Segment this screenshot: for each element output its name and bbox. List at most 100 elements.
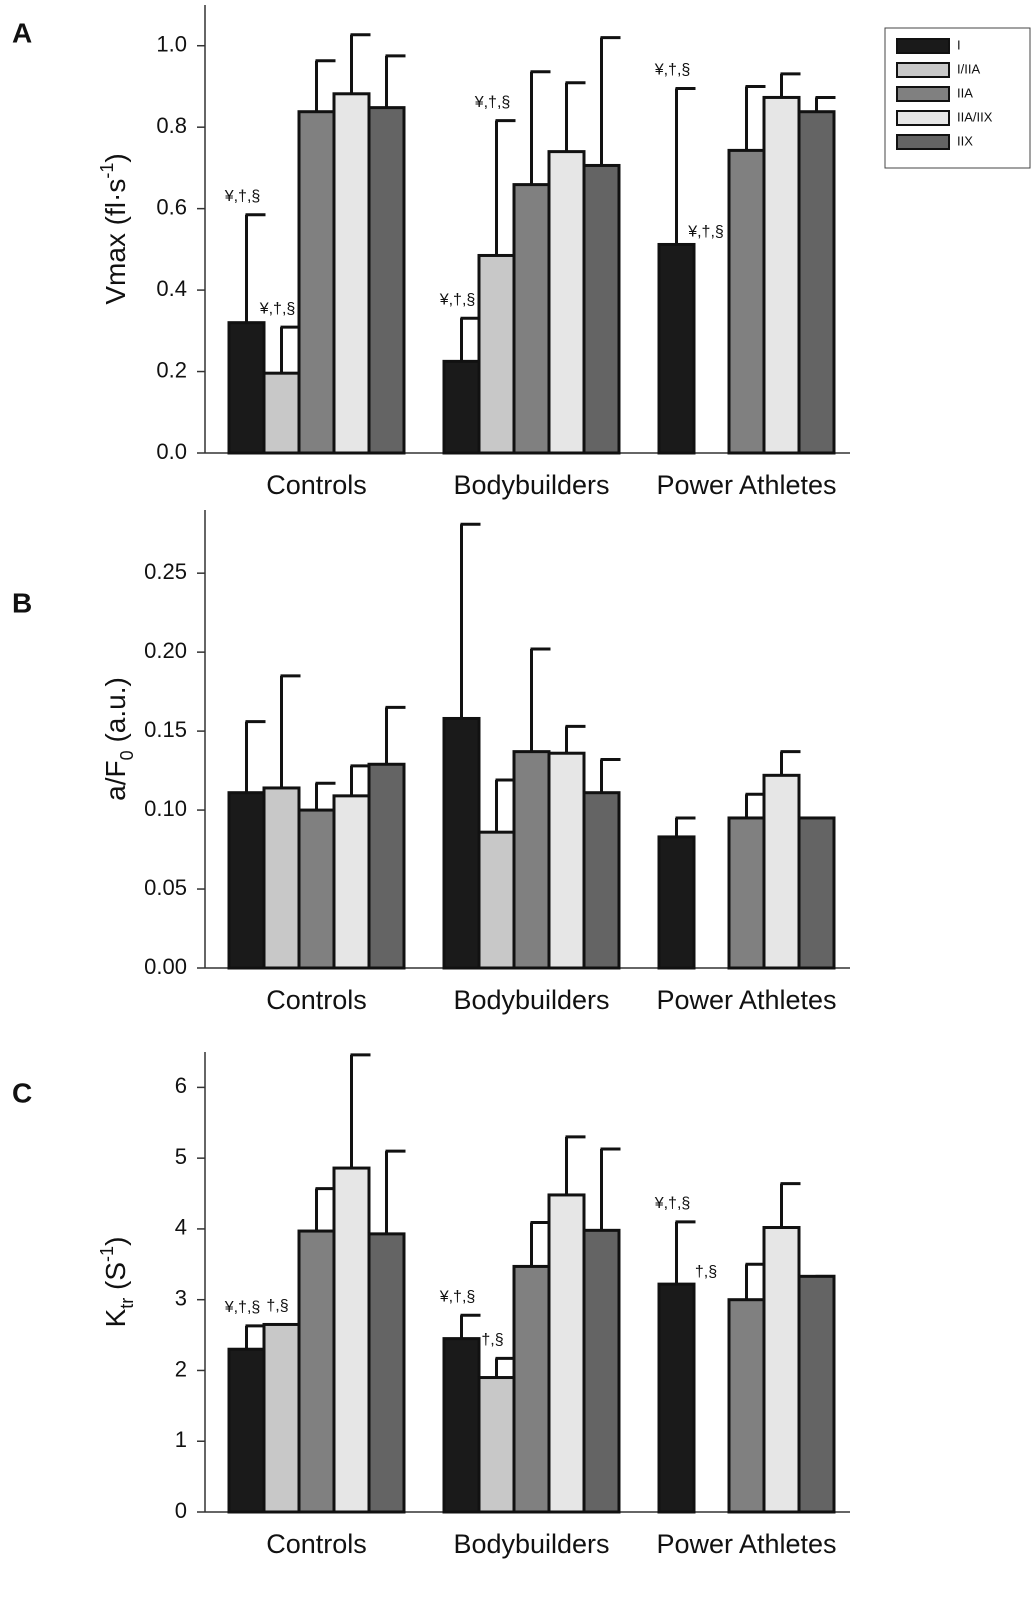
annotation: ¥,†,§ — [654, 1195, 691, 1212]
y-tick-label: 0.6 — [156, 194, 187, 219]
annotation: ¥,†,§ — [439, 291, 476, 308]
bar — [227, 321, 266, 455]
y-tick-label: 1.0 — [156, 32, 187, 57]
x-tick-label: Bodybuilders — [453, 1529, 609, 1559]
bar — [547, 1193, 586, 1514]
bar — [657, 835, 696, 970]
bar — [262, 786, 301, 970]
annotation: ¥,†,§ — [224, 1299, 261, 1316]
y-axis-label-part: -1 — [97, 1246, 117, 1262]
bar — [297, 110, 336, 455]
bar — [762, 773, 801, 970]
annotation: †,§ — [695, 1263, 717, 1280]
panel-letter: C — [12, 1077, 32, 1108]
y-tick-label: 0.2 — [156, 357, 187, 382]
y-axis-label-part: (S — [100, 1262, 131, 1298]
y-axis-label: a/F0 (a.u.) — [100, 677, 136, 801]
legend-swatch — [896, 134, 950, 150]
bar — [477, 253, 516, 455]
bar — [367, 1232, 406, 1514]
y-tick-label: 0.25 — [144, 559, 187, 584]
bar — [657, 242, 696, 455]
y-tick-label: 4 — [175, 1215, 187, 1240]
bar — [332, 92, 371, 455]
y-tick-label: 0.00 — [144, 954, 187, 979]
x-tick-label: Power Athletes — [656, 470, 836, 500]
y-tick-label: 0.05 — [144, 875, 187, 900]
y-tick-label: 0.10 — [144, 796, 187, 821]
x-tick-label: Controls — [266, 1529, 367, 1559]
y-tick-label: 1 — [175, 1427, 187, 1452]
y-tick-label: 0.15 — [144, 717, 187, 742]
y-tick-label: 6 — [175, 1073, 187, 1098]
bar — [477, 1376, 516, 1514]
annotation: ¥,†,§ — [687, 224, 724, 241]
bar — [442, 359, 481, 455]
bar — [332, 794, 371, 970]
bar — [582, 163, 621, 455]
legend-swatch — [896, 110, 950, 126]
y-tick-label: 3 — [175, 1286, 187, 1311]
bar — [477, 830, 516, 970]
bar — [512, 183, 551, 455]
y-tick-label: 5 — [175, 1144, 187, 1169]
bar — [797, 110, 836, 455]
x-tick-label: Bodybuilders — [453, 470, 609, 500]
x-tick-label: Controls — [266, 470, 367, 500]
bar — [262, 1322, 301, 1514]
bar — [762, 1226, 801, 1514]
bar — [332, 1166, 371, 1514]
bar — [727, 1298, 766, 1514]
bar — [262, 371, 301, 455]
bar — [582, 791, 621, 970]
y-axis-label-part: K — [100, 1308, 131, 1327]
bar — [297, 1229, 336, 1514]
y-axis-label-part: Vmax (fl·s — [100, 179, 131, 305]
bar — [547, 751, 586, 970]
y-tick-label: 0 — [175, 1498, 187, 1523]
y-axis-label-part: 0 — [117, 750, 137, 760]
legend-label: I — [957, 37, 961, 52]
annotation: ¥,†,§ — [474, 94, 511, 111]
legend-label: IIA/IIX — [957, 109, 993, 124]
bar — [657, 1282, 696, 1514]
legend-label: IIX — [957, 133, 973, 148]
legend-label: IIA — [957, 85, 973, 100]
annotation: ¥,†,§ — [224, 188, 261, 205]
legend-swatch — [896, 86, 950, 102]
bar — [547, 150, 586, 455]
bar — [512, 1264, 551, 1514]
x-tick-label: Power Athletes — [656, 1529, 836, 1559]
y-tick-label: 0.4 — [156, 276, 187, 301]
bar — [367, 762, 406, 970]
bar — [367, 106, 406, 455]
x-tick-label: Bodybuilders — [453, 985, 609, 1015]
bar — [442, 1337, 481, 1514]
bar — [797, 816, 836, 970]
bar — [227, 1347, 266, 1514]
bar — [227, 791, 266, 970]
panel-letter: A — [12, 17, 32, 48]
legend-swatch — [896, 38, 950, 54]
bar — [762, 95, 801, 455]
bar — [442, 716, 481, 970]
y-axis-label-part: -1 — [97, 163, 117, 179]
bar — [797, 1274, 836, 1514]
bar — [297, 808, 336, 970]
annotation: †,§ — [481, 1332, 503, 1349]
y-axis-label-part: ) — [100, 1237, 131, 1246]
bar — [727, 816, 766, 970]
annotation: ¥,†,§ — [654, 62, 691, 79]
annotation: ¥,†,§ — [439, 1288, 476, 1305]
y-tick-label: 0.20 — [144, 638, 187, 663]
y-tick-label: 0.0 — [156, 439, 187, 464]
annotation: ¥,†,§ — [259, 300, 296, 317]
panel-letter: B — [12, 587, 32, 618]
y-tick-label: 0.8 — [156, 113, 187, 138]
bar — [582, 1228, 621, 1514]
legend-label: I/IIA — [957, 61, 980, 76]
x-tick-label: Controls — [266, 985, 367, 1015]
x-tick-label: Power Athletes — [656, 985, 836, 1015]
